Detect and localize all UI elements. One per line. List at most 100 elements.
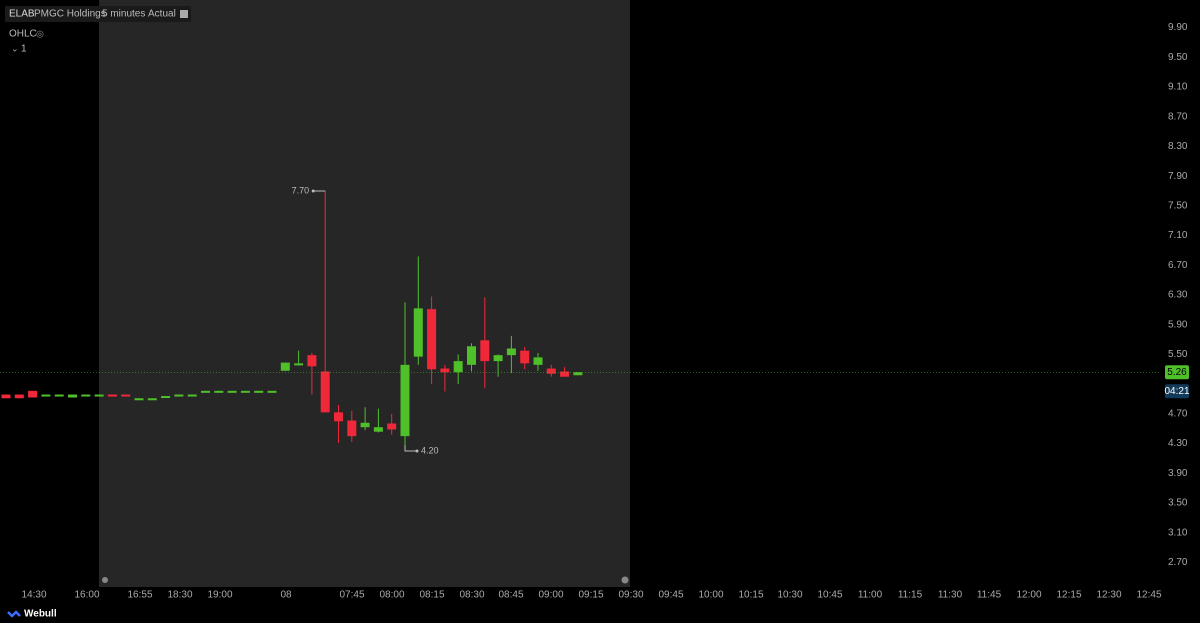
y-tick-label: 9.90 [1168, 22, 1188, 33]
annotation-leader [404, 445, 417, 452]
hide-icon[interactable]: ◎ [36, 28, 44, 38]
candle-body [373, 427, 383, 432]
y-tick-label: 2.70 [1168, 557, 1188, 568]
y-tick-label: 9.50 [1168, 52, 1188, 63]
y-tick-label: 3.10 [1168, 527, 1188, 538]
interval[interactable]: 5 minutes [102, 9, 145, 20]
x-tick-label: 10:30 [777, 590, 802, 601]
x-tick-label: 18:30 [167, 590, 192, 601]
candle-body [201, 390, 210, 393]
y-tick-label: 8.70 [1168, 111, 1188, 122]
x-tick-label: 10:00 [698, 590, 723, 601]
candle-body [254, 390, 264, 393]
indicator[interactable]: OHLC [9, 29, 37, 40]
y-tick-label: 7.90 [1168, 171, 1188, 182]
x-tick-label: 19:00 [207, 590, 232, 601]
x-tick-label: 12:00 [1016, 590, 1041, 601]
x-tick-label: 10:15 [738, 590, 763, 601]
x-tick-label: 08:30 [459, 590, 484, 601]
candle-body [134, 398, 144, 401]
countdown-label: 04:21 [1164, 386, 1189, 397]
candle-body [14, 394, 24, 399]
x-tick-label: 09:00 [538, 590, 563, 601]
candle-body [187, 394, 197, 397]
y-tick-label: 4.30 [1168, 438, 1188, 449]
candle-body [533, 357, 543, 365]
last-price-tag [1165, 365, 1189, 380]
session-handle[interactable] [621, 576, 629, 584]
pane-number: 1 [21, 44, 27, 55]
annotation-dot [415, 449, 419, 453]
last-price-label: 5.26 [1167, 367, 1187, 378]
x-tick-label: 16:00 [74, 590, 99, 601]
annotation-label: 4.20 [421, 445, 439, 455]
candle-body [54, 394, 64, 397]
x-tick-label: 09:45 [658, 590, 683, 601]
candle-body [573, 372, 583, 376]
header-bar [5, 6, 191, 22]
candle-body [413, 308, 423, 357]
collapse-icon[interactable]: ⌄ [11, 43, 19, 53]
candle-body [560, 371, 570, 377]
candle-body [240, 390, 250, 393]
annotation-dot [311, 189, 315, 193]
brand-logo [7, 610, 21, 618]
candle-body [480, 340, 490, 362]
candle-body [121, 394, 131, 397]
x-tick-label: 09:30 [618, 590, 643, 601]
x-tick-label: 12:30 [1096, 590, 1121, 601]
y-tick-label: 5.90 [1168, 319, 1188, 330]
y-tick-label: 9.10 [1168, 82, 1188, 93]
candle-body [427, 309, 437, 370]
candle-body [280, 362, 290, 371]
candle-body [107, 394, 117, 397]
candle-body [400, 364, 410, 437]
candle-body [94, 394, 104, 397]
countdown-tag [1165, 384, 1189, 399]
x-tick-label: 08 [280, 590, 292, 601]
x-tick-label: 11:15 [898, 590, 923, 601]
candle-body [320, 371, 330, 413]
company-name: PMGC Holdings [34, 9, 106, 20]
y-tick-label: 5.50 [1168, 349, 1188, 360]
candle-body [347, 420, 357, 437]
y-tick-label: 4.70 [1168, 408, 1188, 419]
x-tick-label: 14:30 [21, 590, 46, 601]
x-tick-label: 10:45 [817, 590, 842, 601]
candle-body [467, 346, 476, 365]
price-mode[interactable]: Actual [148, 9, 176, 20]
candle-body [440, 368, 450, 373]
night-icon [102, 577, 108, 583]
candle-body [28, 390, 38, 398]
candle-body [453, 361, 463, 373]
x-tick-label: 08:45 [498, 590, 523, 601]
menu-icon[interactable] [180, 10, 188, 18]
x-tick-label: 07:45 [339, 590, 364, 601]
x-tick-label: 11:00 [858, 590, 883, 601]
brand: Webull [24, 609, 57, 620]
y-tick-label: 3.50 [1168, 498, 1188, 509]
candle-body [334, 412, 343, 422]
candle-body [506, 348, 516, 356]
y-tick-label: 7.50 [1168, 200, 1188, 211]
candle-body [161, 396, 171, 399]
symbol[interactable]: ELAB [9, 9, 35, 20]
session-panel [99, 0, 630, 587]
x-tick-label: 12:15 [1056, 590, 1081, 601]
candle-body [214, 390, 224, 393]
candle-body [147, 398, 157, 401]
y-tick-label: 6.70 [1168, 260, 1188, 271]
x-tick-label: 12:45 [1136, 590, 1161, 601]
x-tick-label: 16:55 [127, 590, 152, 601]
candle-body [174, 394, 184, 397]
candle-body [387, 423, 397, 430]
x-tick-label: 11:30 [938, 590, 963, 601]
candle-body [1, 394, 11, 399]
candle-body [68, 394, 77, 398]
x-tick-label: 11:45 [977, 590, 1002, 601]
candle-body [307, 355, 317, 367]
candle-body [493, 355, 503, 362]
candle-body [267, 390, 277, 393]
